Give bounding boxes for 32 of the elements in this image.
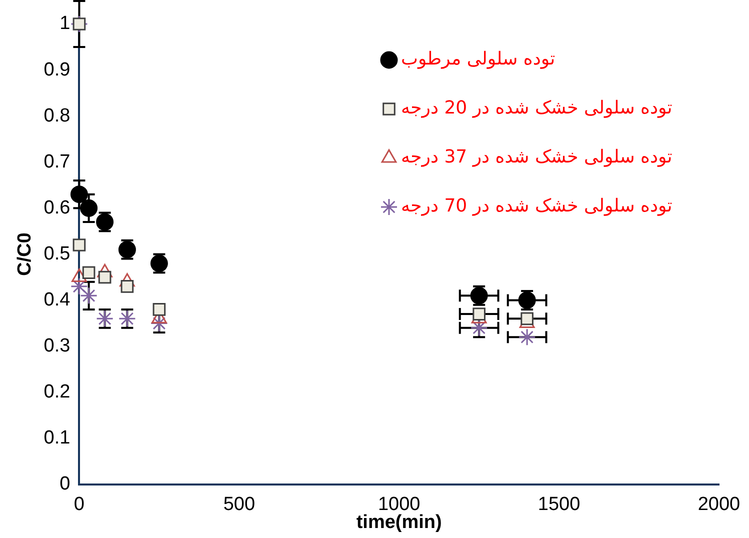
point [520,312,534,326]
point [80,286,98,304]
point [472,308,486,320]
point [82,266,96,280]
y-tick-label: 0.8 [44,105,70,126]
point [98,270,112,284]
point [152,303,166,316]
y-tick-label: 0.7 [44,151,70,172]
y-tick-label: 0.9 [44,59,70,80]
y-tick-label: 0.5 [44,243,70,264]
legend-label: توده سلولی خشک شده در 70 درجه [400,196,672,217]
point [518,328,536,346]
y-axis-title: C/C0 [14,232,36,276]
x-tick-label: 0 [74,494,84,516]
y-tick-label: 0.2 [44,382,70,403]
point [72,238,86,252]
point [80,199,98,217]
point [120,280,134,293]
point [70,278,88,296]
x-tick-label: 500 [223,494,256,516]
y-tick-label: 0 [60,474,70,495]
legend-label: توده سلولی خشک شده در 20 درجه [400,98,672,119]
x-tick-label: 2000 [698,494,740,516]
y-tick-label: 0.1 [44,428,70,449]
legend-label: توده سلولی خشک شده در 37 درجه [400,146,672,168]
y-tick-label: 0.4 [44,289,71,310]
x-tick-label: 1500 [538,494,580,516]
point [72,18,86,30]
y-tick-label: 1 [60,13,70,34]
legend-label: توده سلولی مرطوب [400,48,556,70]
y-tick-label: 0.6 [44,197,70,218]
y-tick-label: 0.3 [44,336,70,357]
